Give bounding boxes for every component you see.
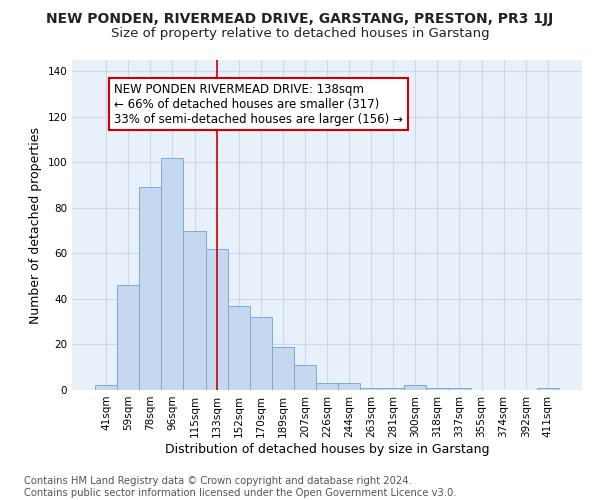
Text: NEW PONDEN RIVERMEAD DRIVE: 138sqm
← 66% of detached houses are smaller (317)
33: NEW PONDEN RIVERMEAD DRIVE: 138sqm ← 66%… (114, 83, 403, 126)
Bar (404, 386, 427, 390)
Bar (227, 306, 250, 390)
Bar (139, 188, 161, 390)
Bar (95, 386, 117, 390)
Bar (316, 383, 338, 390)
Bar (448, 388, 470, 390)
Bar (360, 388, 382, 390)
Bar (117, 286, 139, 390)
Bar (250, 317, 272, 390)
Bar (184, 230, 206, 390)
Text: NEW PONDEN, RIVERMEAD DRIVE, GARSTANG, PRESTON, PR3 1JJ: NEW PONDEN, RIVERMEAD DRIVE, GARSTANG, P… (46, 12, 554, 26)
Bar (427, 388, 448, 390)
Bar (272, 347, 294, 390)
Bar (382, 388, 404, 390)
Bar (338, 383, 360, 390)
Text: Contains HM Land Registry data © Crown copyright and database right 2024.
Contai: Contains HM Land Registry data © Crown c… (24, 476, 457, 498)
Y-axis label: Number of detached properties: Number of detached properties (29, 126, 42, 324)
Text: Size of property relative to detached houses in Garstang: Size of property relative to detached ho… (110, 28, 490, 40)
X-axis label: Distribution of detached houses by size in Garstang: Distribution of detached houses by size … (165, 442, 489, 456)
Bar (206, 249, 227, 390)
Bar (294, 365, 316, 390)
Bar (537, 388, 559, 390)
Bar (161, 158, 184, 390)
